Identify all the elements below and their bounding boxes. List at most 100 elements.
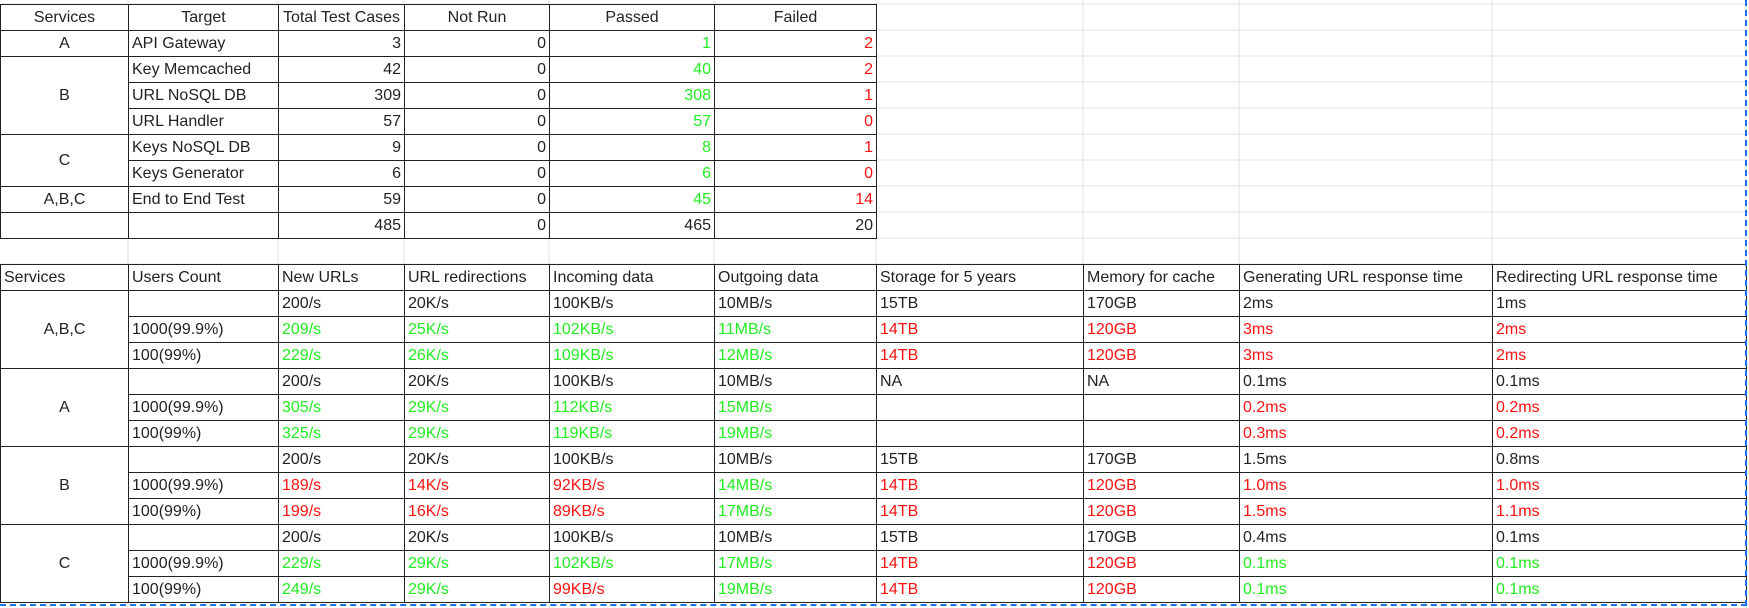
target-cell[interactable]: Keys NoSQL DB bbox=[128, 134, 279, 161]
metric-cell[interactable]: 0.3ms bbox=[1239, 420, 1493, 447]
passed-cell[interactable]: 45 bbox=[549, 186, 715, 213]
failed-cell[interactable]: 0 bbox=[714, 160, 877, 187]
metric-cell[interactable]: 2ms bbox=[1492, 342, 1747, 369]
header-cell[interactable]: New URLs bbox=[278, 264, 405, 291]
metric-cell[interactable]: 200/s bbox=[278, 290, 405, 317]
users-count-cell[interactable] bbox=[128, 446, 279, 473]
metric-cell[interactable]: 120GB bbox=[1083, 316, 1240, 343]
metric-cell[interactable]: 20K/s bbox=[404, 446, 550, 473]
metric-cell[interactable]: 0.2ms bbox=[1239, 394, 1493, 421]
metric-cell[interactable]: 249/s bbox=[278, 576, 405, 603]
not-run-cell[interactable]: 0 bbox=[404, 160, 550, 187]
users-count-cell[interactable]: 1000(99.9%) bbox=[128, 316, 279, 343]
metric-cell[interactable]: 3ms bbox=[1239, 342, 1493, 369]
metric-cell[interactable]: 17MB/s bbox=[714, 498, 877, 525]
metric-cell[interactable]: 2ms bbox=[1239, 290, 1493, 317]
users-count-cell[interactable]: 100(99%) bbox=[128, 576, 279, 603]
metric-cell[interactable]: 14TB bbox=[876, 498, 1084, 525]
metric-cell[interactable]: 1.0ms bbox=[1239, 472, 1493, 499]
users-count-cell[interactable]: 1000(99.9%) bbox=[128, 550, 279, 577]
metric-cell[interactable]: 16K/s bbox=[404, 498, 550, 525]
passed-cell[interactable]: 57 bbox=[549, 108, 715, 135]
metric-cell[interactable]: 10MB/s bbox=[714, 290, 877, 317]
header-cell[interactable]: Incoming data bbox=[549, 264, 715, 291]
metric-cell[interactable]: 102KB/s bbox=[549, 550, 715, 577]
metric-cell[interactable]: 29K/s bbox=[404, 420, 550, 447]
metric-cell[interactable]: 229/s bbox=[278, 342, 405, 369]
not-run-cell[interactable]: 0 bbox=[404, 56, 550, 83]
header-cell[interactable]: Users Count bbox=[128, 264, 279, 291]
metric-cell[interactable]: 14TB bbox=[876, 342, 1084, 369]
metric-cell[interactable]: 305/s bbox=[278, 394, 405, 421]
metric-cell[interactable]: 3ms bbox=[1239, 316, 1493, 343]
passed-sum-cell[interactable]: 465 bbox=[549, 212, 715, 239]
metric-cell[interactable]: 199/s bbox=[278, 498, 405, 525]
metric-cell[interactable]: 14TB bbox=[876, 472, 1084, 499]
total-cell[interactable]: 57 bbox=[278, 108, 405, 135]
metric-cell[interactable]: 1.5ms bbox=[1239, 446, 1493, 473]
metric-cell[interactable]: 109KB/s bbox=[549, 342, 715, 369]
metric-cell[interactable]: 14K/s bbox=[404, 472, 550, 499]
target-cell[interactable]: URL Handler bbox=[128, 108, 279, 135]
failed-cell[interactable]: 14 bbox=[714, 186, 877, 213]
service-cell[interactable]: A bbox=[0, 30, 129, 57]
empty-cell[interactable] bbox=[0, 212, 129, 239]
metric-cell[interactable]: 29K/s bbox=[404, 394, 550, 421]
failed-sum-cell[interactable]: 20 bbox=[714, 212, 877, 239]
metric-cell[interactable]: 102KB/s bbox=[549, 316, 715, 343]
metric-cell[interactable]: 15TB bbox=[876, 446, 1084, 473]
metric-cell[interactable]: 15TB bbox=[876, 290, 1084, 317]
not-run-cell[interactable]: 0 bbox=[404, 134, 550, 161]
metric-cell[interactable]: 0.2ms bbox=[1492, 420, 1747, 447]
metric-cell[interactable]: 10MB/s bbox=[714, 524, 877, 551]
header-cell[interactable]: Outgoing data bbox=[714, 264, 877, 291]
metric-cell[interactable]: 120GB bbox=[1083, 498, 1240, 525]
metric-cell[interactable]: NA bbox=[1083, 368, 1240, 395]
users-count-cell[interactable] bbox=[128, 524, 279, 551]
total-cell[interactable]: 6 bbox=[278, 160, 405, 187]
metric-cell[interactable]: 14TB bbox=[876, 316, 1084, 343]
metric-cell[interactable]: 0.4ms bbox=[1239, 524, 1493, 551]
total-cell[interactable]: 42 bbox=[278, 56, 405, 83]
metric-cell[interactable]: 20K/s bbox=[404, 290, 550, 317]
users-count-cell[interactable]: 1000(99.9%) bbox=[128, 394, 279, 421]
metric-cell[interactable]: 19MB/s bbox=[714, 576, 877, 603]
metric-cell[interactable]: 17MB/s bbox=[714, 550, 877, 577]
metric-cell[interactable]: 120GB bbox=[1083, 576, 1240, 603]
metric-cell[interactable]: 0.2ms bbox=[1492, 394, 1747, 421]
metric-cell[interactable]: 1ms bbox=[1492, 290, 1747, 317]
header-cell[interactable]: Generating URL response time bbox=[1239, 264, 1493, 291]
target-cell[interactable]: Keys Generator bbox=[128, 160, 279, 187]
service-cell[interactable]: A,B,C bbox=[0, 290, 129, 369]
not-run-cell[interactable]: 0 bbox=[404, 82, 550, 109]
metric-cell[interactable]: NA bbox=[876, 368, 1084, 395]
service-cell[interactable]: A,B,C bbox=[0, 186, 129, 213]
metric-cell[interactable]: 11MB/s bbox=[714, 316, 877, 343]
metric-cell[interactable]: 200/s bbox=[278, 524, 405, 551]
not-run-sum-cell[interactable]: 0 bbox=[404, 212, 550, 239]
service-cell[interactable]: C bbox=[0, 524, 129, 603]
metric-cell[interactable] bbox=[1083, 394, 1240, 421]
metric-cell[interactable] bbox=[876, 394, 1084, 421]
metric-cell[interactable]: 99KB/s bbox=[549, 576, 715, 603]
passed-cell[interactable]: 6 bbox=[549, 160, 715, 187]
metric-cell[interactable]: 19MB/s bbox=[714, 420, 877, 447]
not-run-cell[interactable]: 0 bbox=[404, 108, 550, 135]
not-run-cell[interactable]: 0 bbox=[404, 186, 550, 213]
metric-cell[interactable]: 0.1ms bbox=[1492, 524, 1747, 551]
metric-cell[interactable]: 1.0ms bbox=[1492, 472, 1747, 499]
metric-cell[interactable] bbox=[1083, 420, 1240, 447]
total-cell[interactable]: 59 bbox=[278, 186, 405, 213]
metric-cell[interactable]: 0.1ms bbox=[1492, 550, 1747, 577]
metric-cell[interactable]: 29K/s bbox=[404, 550, 550, 577]
metric-cell[interactable]: 14TB bbox=[876, 550, 1084, 577]
service-cell[interactable]: A bbox=[0, 368, 129, 447]
header-cell[interactable]: Target bbox=[128, 4, 279, 31]
empty-cell[interactable] bbox=[128, 212, 279, 239]
header-cell[interactable]: Memory for cache bbox=[1083, 264, 1240, 291]
metric-cell[interactable]: 112KB/s bbox=[549, 394, 715, 421]
metric-cell[interactable] bbox=[876, 420, 1084, 447]
metric-cell[interactable]: 0.1ms bbox=[1239, 550, 1493, 577]
total-cell[interactable]: 309 bbox=[278, 82, 405, 109]
metric-cell[interactable]: 120GB bbox=[1083, 550, 1240, 577]
